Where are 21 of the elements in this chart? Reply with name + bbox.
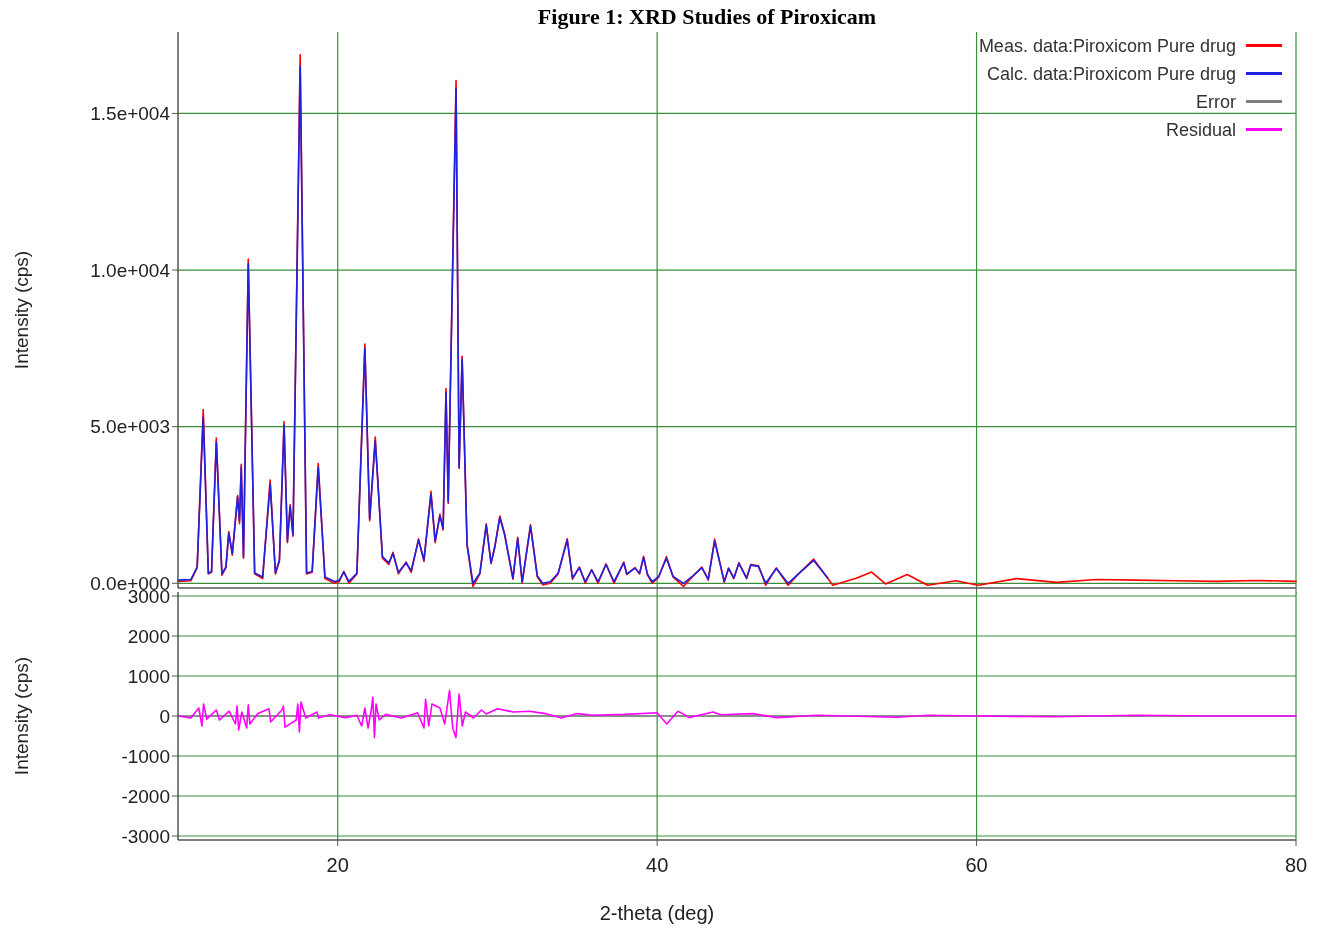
y-tick-label: -3000 <box>121 825 170 847</box>
x-tick-label: 60 <box>965 854 988 876</box>
y-tick-label: 1000 <box>127 665 170 687</box>
y-axis-title: Intensity (cps) <box>11 656 32 776</box>
y-tick-label: 5.0e+003 <box>90 416 170 438</box>
y-axis-title: Intensity (cps) <box>11 250 32 370</box>
legend-label: Residual <box>1165 120 1236 140</box>
y-tick-label: 1.0e+004 <box>90 259 171 281</box>
legend-label: Calc. data:Piroxicom Pure drug <box>986 64 1236 84</box>
legend-label: Meas. data:Piroxicom Pure drug <box>978 36 1236 56</box>
x-tick-label: 40 <box>646 854 669 876</box>
x-axis-title: 2-theta (deg) <box>599 902 715 924</box>
y-tick-label: 2000 <box>127 625 170 647</box>
y-tick-label: -1000 <box>121 745 170 767</box>
y-tick-label: 0 <box>159 705 170 727</box>
x-tick-label: 20 <box>326 854 349 876</box>
y-tick-label: -2000 <box>121 785 170 807</box>
chart-title: Figure 1: XRD Studies of Piroxicam <box>537 4 877 29</box>
x-tick-label: 80 <box>1284 854 1308 876</box>
y-tick-label: 1.5e+004 <box>90 103 171 125</box>
legend-label: Error <box>1196 92 1236 112</box>
